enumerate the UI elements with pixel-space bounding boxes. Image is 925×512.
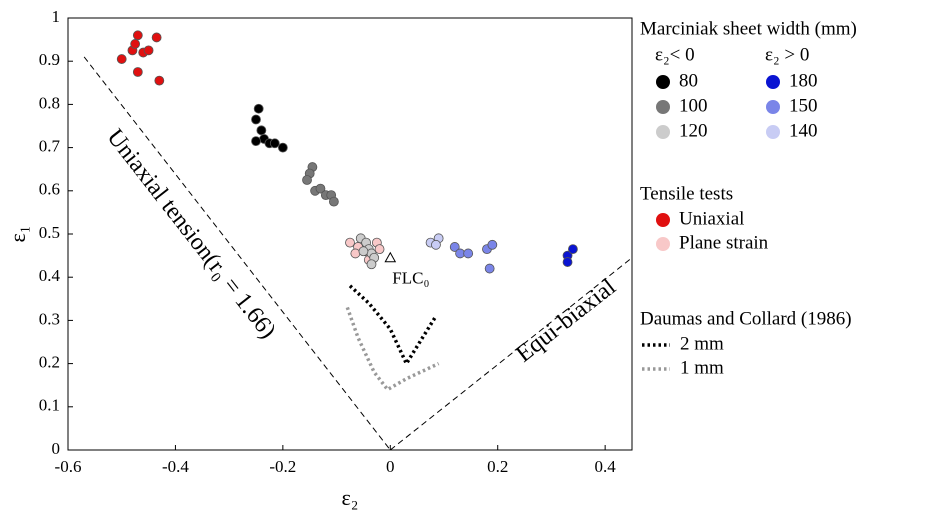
point bbox=[116, 54, 127, 64]
plot-frame bbox=[67, 17, 633, 451]
point bbox=[328, 196, 339, 207]
x-tick-label: -0.2 bbox=[269, 457, 296, 476]
point bbox=[251, 136, 261, 147]
curve bbox=[348, 284, 438, 368]
y-tick-label: 0.9 bbox=[39, 50, 60, 69]
x-axis-label: ε₂ bbox=[342, 485, 359, 510]
y-tick-label: 0.5 bbox=[39, 223, 60, 242]
legend-marker bbox=[766, 125, 780, 139]
legend-label: 2 mm bbox=[680, 333, 724, 354]
y-tick-label: 0.3 bbox=[39, 309, 60, 328]
reference-label: Uniaxial tension(r₀ = 1.66) bbox=[102, 124, 281, 343]
legend-subheader: ε₂ > 0 bbox=[765, 44, 809, 65]
y-tick-label: 0.7 bbox=[39, 137, 61, 156]
legend-marker bbox=[656, 213, 670, 227]
point bbox=[484, 263, 495, 274]
point bbox=[154, 75, 165, 86]
legend-marker bbox=[656, 75, 670, 89]
x-tick-label: 0 bbox=[386, 457, 395, 476]
reference-label: Equi-biaxial bbox=[511, 274, 621, 368]
legend-title: Tensile tests bbox=[640, 183, 733, 204]
point bbox=[374, 244, 385, 255]
legend-marker bbox=[656, 100, 670, 114]
point bbox=[455, 248, 466, 259]
legend-label: 1 mm bbox=[680, 357, 724, 378]
legend-marker bbox=[656, 237, 670, 251]
point bbox=[251, 114, 261, 125]
legend-label: Plane strain bbox=[679, 232, 769, 253]
point bbox=[487, 239, 498, 250]
reference-line bbox=[83, 56, 391, 451]
x-tick-label: 0.4 bbox=[595, 457, 617, 476]
point bbox=[256, 125, 267, 136]
x-tick-label: 0.2 bbox=[487, 457, 508, 476]
point bbox=[269, 138, 280, 149]
point bbox=[463, 248, 474, 259]
flc0-label: FLC₀ bbox=[392, 269, 429, 288]
legend-marker bbox=[766, 100, 780, 114]
y-tick-label: 0.1 bbox=[39, 396, 60, 415]
point bbox=[345, 237, 355, 248]
x-tick-label: -0.4 bbox=[162, 457, 189, 476]
x-tick-label: -0.6 bbox=[55, 457, 82, 476]
y-tick-label: 0.2 bbox=[39, 353, 60, 372]
point bbox=[315, 183, 326, 194]
y-tick-label: 0.6 bbox=[39, 180, 60, 199]
legend-label: 100 bbox=[679, 95, 708, 116]
point bbox=[253, 103, 264, 114]
reference-line bbox=[389, 257, 633, 451]
legend-label: Uniaxial bbox=[679, 208, 744, 229]
curve bbox=[345, 306, 440, 392]
point bbox=[151, 32, 162, 43]
point bbox=[431, 239, 441, 250]
y-tick-label: 0 bbox=[52, 439, 61, 458]
y-tick-label: 0.4 bbox=[39, 266, 61, 285]
flc0-marker bbox=[384, 251, 397, 263]
point bbox=[366, 259, 377, 270]
legend-title: Marciniak sheet width (mm) bbox=[640, 18, 857, 39]
legend-title: Daumas and Collard (1986) bbox=[640, 308, 852, 329]
legend-label: 180 bbox=[789, 70, 818, 91]
point bbox=[568, 244, 578, 255]
point bbox=[132, 30, 143, 41]
legend-marker bbox=[656, 125, 670, 139]
point bbox=[302, 175, 312, 185]
point bbox=[143, 45, 154, 56]
legend-marker bbox=[766, 75, 780, 89]
point bbox=[277, 142, 288, 153]
point bbox=[358, 246, 369, 257]
point bbox=[350, 248, 361, 259]
legend-label: 120 bbox=[679, 120, 708, 141]
point bbox=[132, 67, 143, 77]
point bbox=[130, 39, 141, 49]
y-tick-label: 0.8 bbox=[39, 93, 60, 112]
legend-subheader: ε₂< 0 bbox=[655, 44, 695, 65]
point bbox=[449, 242, 460, 252]
legend-label: 150 bbox=[789, 95, 818, 116]
y-axis-label: ε₁ bbox=[5, 226, 30, 243]
point bbox=[562, 257, 573, 267]
legend-label: 80 bbox=[679, 70, 698, 91]
legend-label: 140 bbox=[789, 120, 818, 141]
y-tick-label: 1 bbox=[52, 7, 61, 26]
